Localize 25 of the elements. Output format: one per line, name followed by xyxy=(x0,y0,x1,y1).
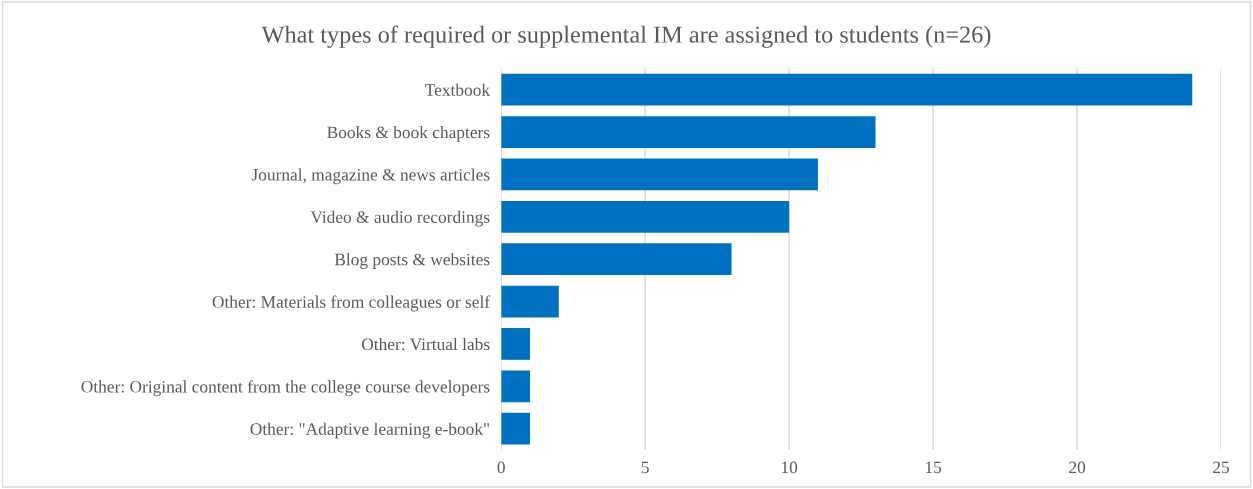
y-tick-label: Other: "Adaptive learning e-book" xyxy=(250,422,490,439)
bar xyxy=(501,158,818,191)
bar xyxy=(501,370,530,403)
x-tick-label: 0 xyxy=(497,461,505,474)
y-tick-label: Textbook xyxy=(425,83,491,96)
x-tick-label: 20 xyxy=(1069,461,1086,474)
bar xyxy=(501,73,1193,106)
x-tick-label: 5 xyxy=(641,461,649,474)
bar xyxy=(501,200,790,233)
y-tick-label: Other: Materials from colleagues or self xyxy=(212,295,491,312)
x-tick-label: 25 xyxy=(1213,461,1230,474)
bar xyxy=(501,243,732,276)
bar xyxy=(501,285,559,318)
bar xyxy=(501,412,530,445)
y-tick-label: Other: Original content from the college course developers xyxy=(81,380,490,397)
y-tick-label: Books & book chapters xyxy=(327,126,490,142)
y-tick-label: Video & audio recordings xyxy=(310,210,490,227)
y-tick-label: Other: Virtual labs xyxy=(361,337,490,351)
chart-title: What types of required or supplemental IM are assigned to students (n=26) xyxy=(261,25,991,48)
y-tick-label: Journal, magazine & news articles xyxy=(251,168,490,185)
bar xyxy=(501,328,530,360)
bar xyxy=(501,116,876,148)
y-tick-label: Blog posts & websites xyxy=(334,253,490,269)
x-tick-label: 10 xyxy=(781,461,798,474)
x-tick-label: 15 xyxy=(925,461,942,474)
